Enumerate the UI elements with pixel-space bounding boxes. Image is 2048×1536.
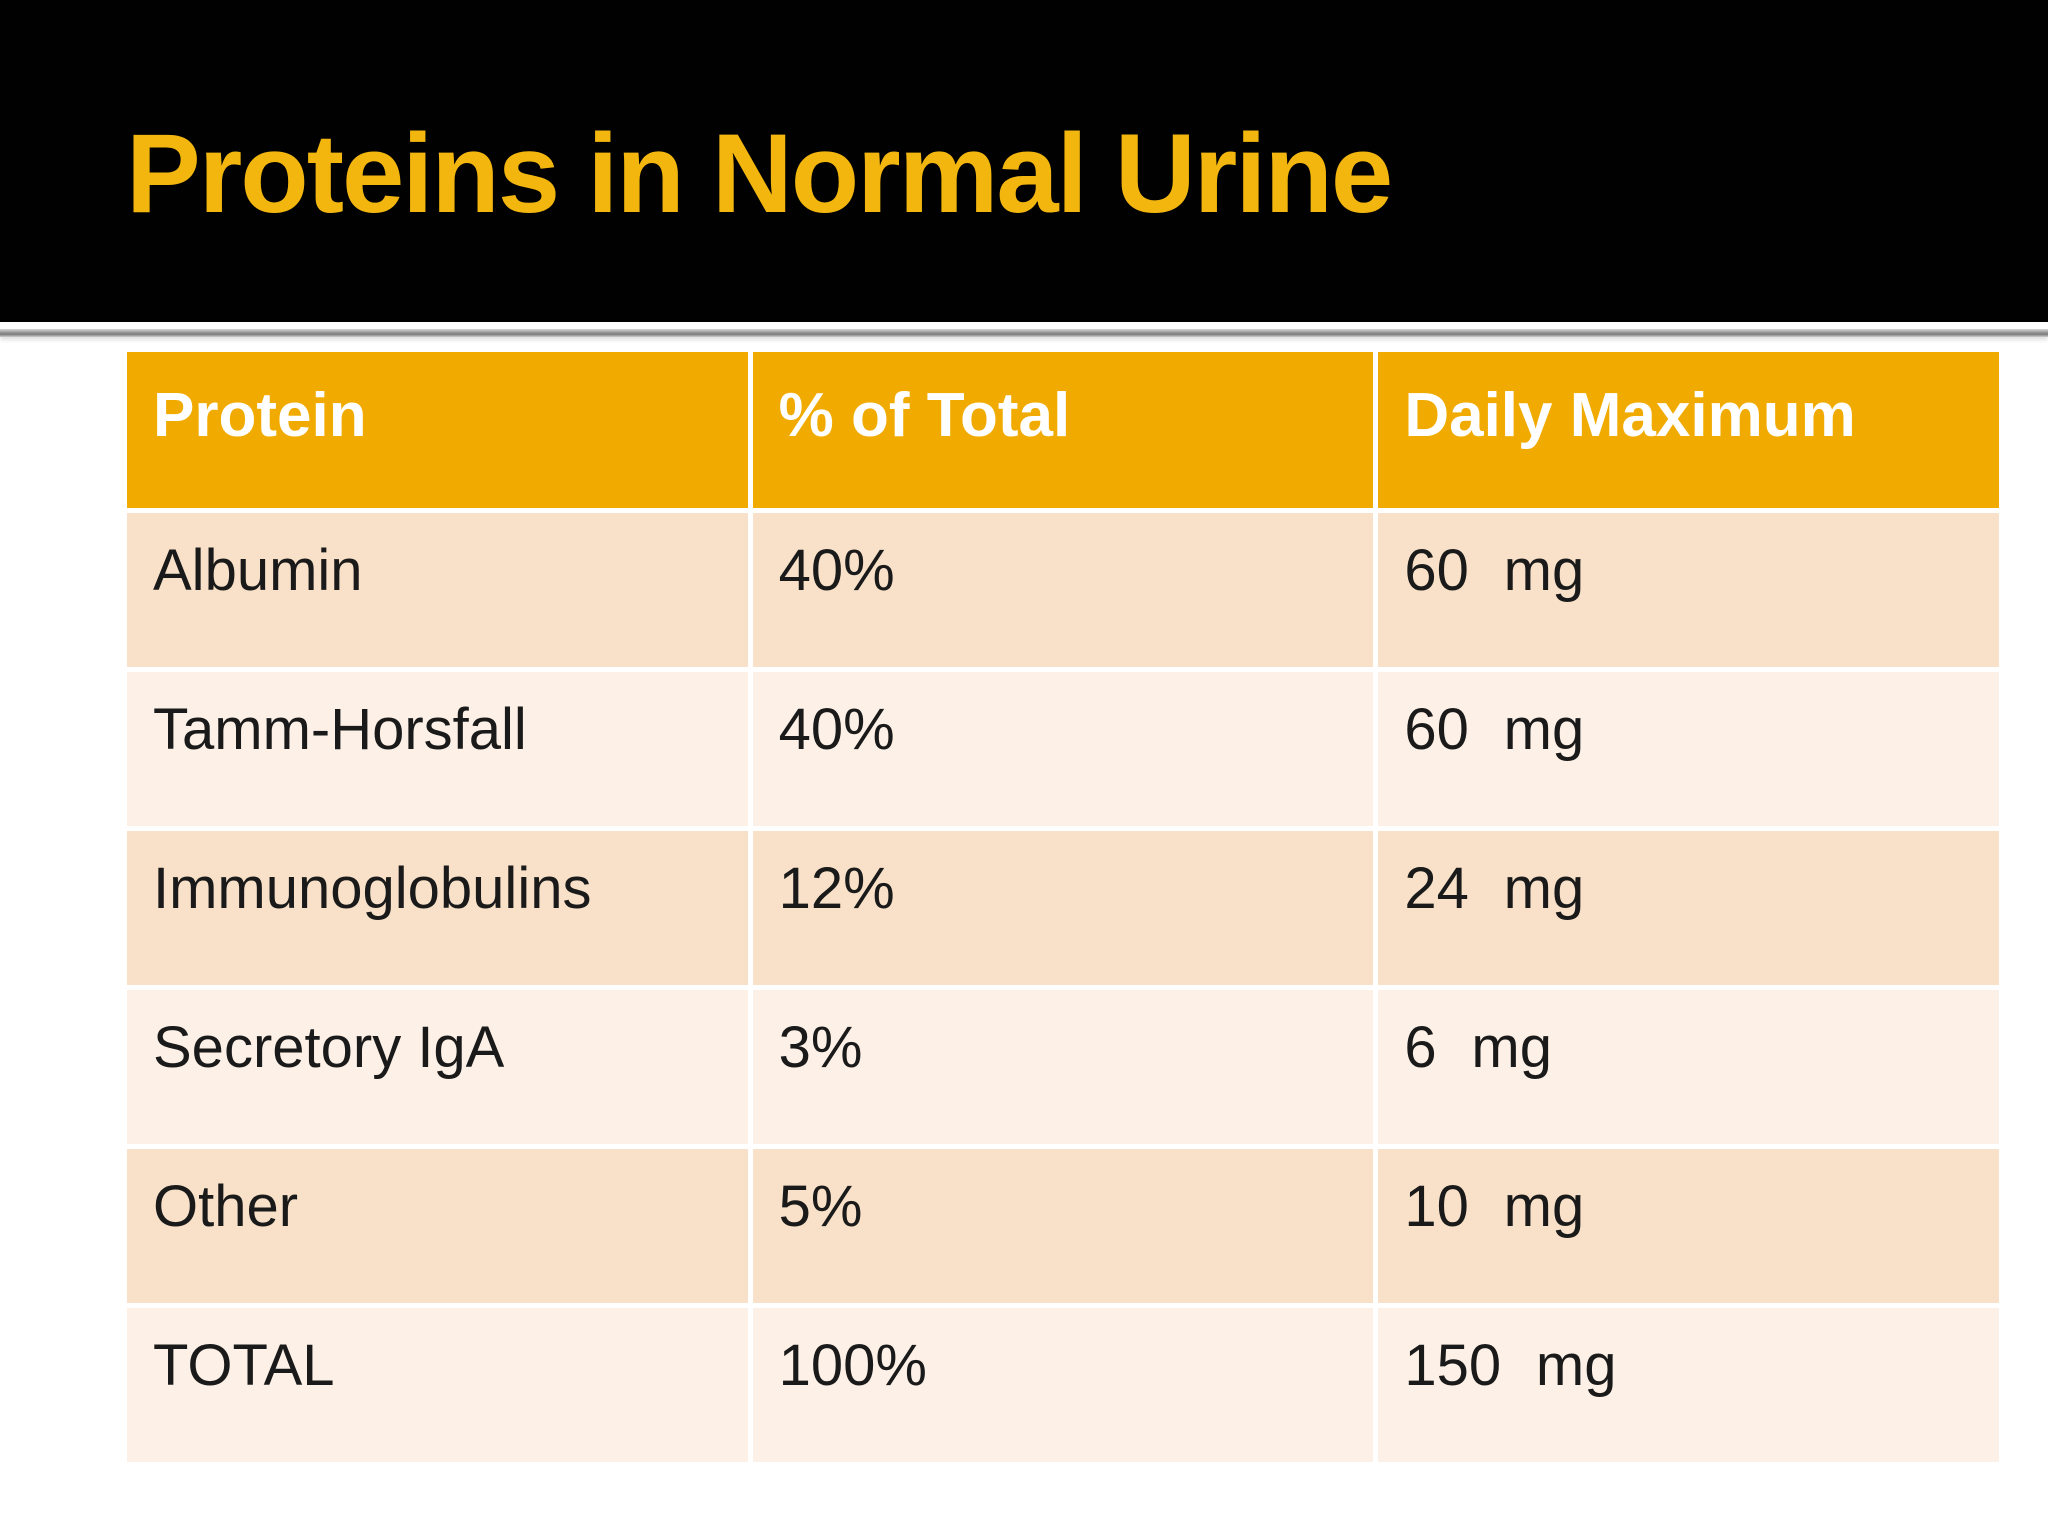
percent-cell: 12% <box>752 831 1374 985</box>
proteins-table: Protein % of Total Daily Maximum Albumin… <box>127 352 1999 1462</box>
daily-max-unit: mg <box>1535 1333 1617 1398</box>
daily-max-unit: mg <box>1503 856 1585 921</box>
percent-cell: 40% <box>752 672 1374 826</box>
protein-cell: TOTAL <box>127 1308 748 1462</box>
percent-cell: 3% <box>752 990 1374 1144</box>
column-header-percent: % of Total <box>752 352 1374 508</box>
protein-cell: Tamm-Horsfall <box>127 672 748 826</box>
daily-max-unit: mg <box>1503 538 1585 603</box>
daily-max-cell: 150 mg <box>1378 1308 1999 1462</box>
protein-cell: Other <box>127 1149 748 1303</box>
title-band: Proteins in Normal Urine <box>0 0 2048 322</box>
percent-cell: 40% <box>752 513 1374 667</box>
percent-cell: 5% <box>752 1149 1374 1303</box>
daily-max-value: 10 <box>1404 1174 1469 1239</box>
percent-cell: 100% <box>752 1308 1374 1462</box>
daily-max-value: 60 <box>1404 697 1469 762</box>
protein-cell: Immunoglobulins <box>127 831 748 985</box>
daily-max-value: 150 <box>1404 1333 1502 1398</box>
daily-max-cell: 6 mg <box>1378 990 1999 1144</box>
daily-max-unit: mg <box>1471 1015 1552 1080</box>
daily-max-cell: 10 mg <box>1378 1149 1999 1303</box>
daily-max-cell: 60 mg <box>1378 513 1999 667</box>
column-header-protein: Protein <box>127 352 748 508</box>
daily-max-cell: 60 mg <box>1378 672 1999 826</box>
daily-max-cell: 24 mg <box>1378 831 1999 985</box>
column-header-daily-maximum: Daily Maximum <box>1378 352 1999 508</box>
daily-max-value: 24 <box>1404 856 1469 921</box>
protein-cell: Albumin <box>127 513 748 667</box>
daily-max-unit: mg <box>1503 697 1585 762</box>
slide-title: Proteins in Normal Urine <box>126 111 1393 236</box>
divider-line <box>0 329 2048 337</box>
daily-max-value: 6 <box>1404 1015 1437 1080</box>
protein-cell: Secretory IgA <box>127 990 748 1144</box>
daily-max-unit: mg <box>1503 1174 1585 1239</box>
daily-max-value: 60 <box>1404 538 1469 603</box>
